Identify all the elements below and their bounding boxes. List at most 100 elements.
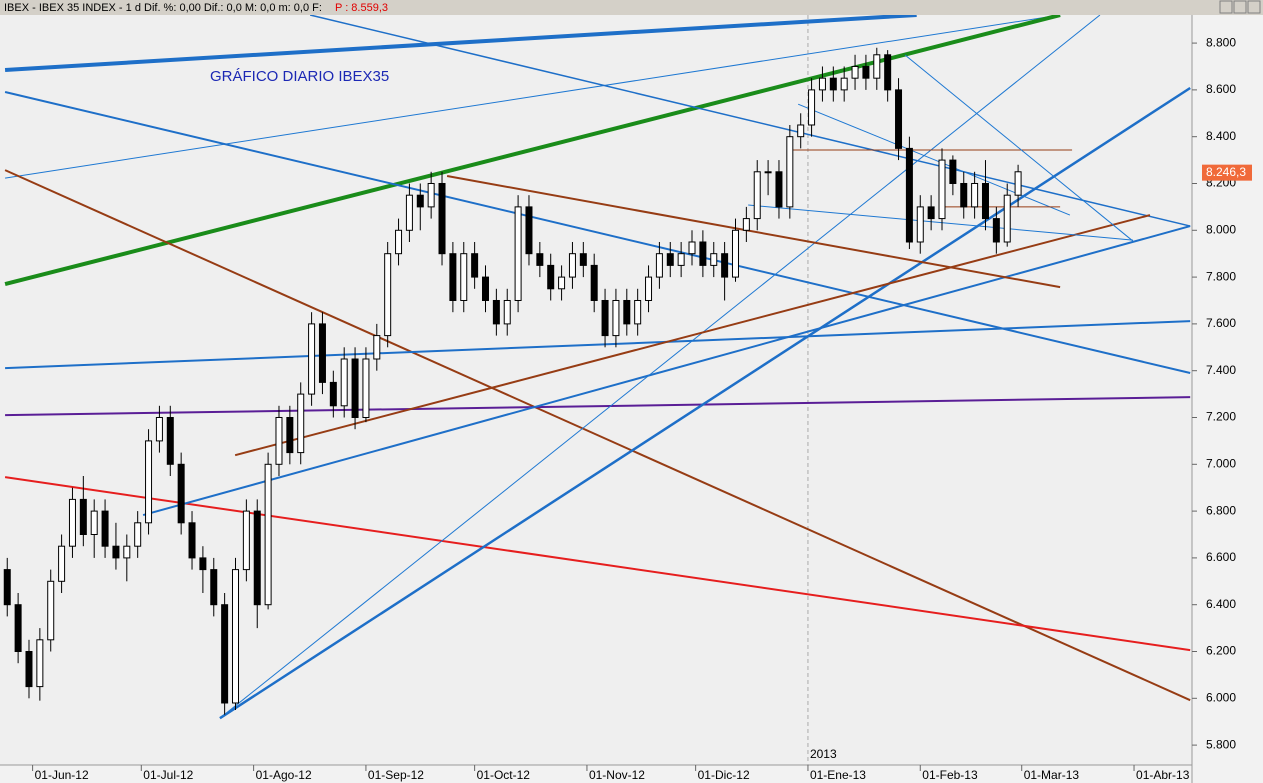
candle-body xyxy=(351,358,359,418)
candle-body xyxy=(134,522,142,547)
candle-body xyxy=(264,463,272,606)
candle-body xyxy=(416,194,424,208)
trend-line xyxy=(142,225,1191,517)
maximize-button[interactable] xyxy=(1233,0,1247,14)
candle-body xyxy=(623,299,631,325)
trend-line xyxy=(4,169,1191,702)
y-tick-label: 8.400 xyxy=(1206,129,1236,143)
candle-body xyxy=(503,299,511,325)
x-tick-label: 01-Oct-12 xyxy=(477,768,531,782)
y-tick-label: 6.400 xyxy=(1206,597,1236,611)
x-tick-label: 01-Dic-12 xyxy=(698,768,750,782)
candle-body xyxy=(797,124,805,138)
y-tick-label: 6.800 xyxy=(1206,503,1236,517)
candle-body xyxy=(340,358,348,407)
candle-body xyxy=(655,253,663,278)
window-buttons[interactable] xyxy=(1219,0,1261,14)
trend-line xyxy=(234,214,1151,457)
y-tick-label: 8.600 xyxy=(1206,82,1236,96)
candle-body xyxy=(677,253,685,266)
candle-body xyxy=(764,171,772,174)
candle-body xyxy=(242,510,250,571)
candle-body xyxy=(232,569,240,704)
candle-body xyxy=(112,545,120,559)
trend-line xyxy=(4,476,1191,652)
candle-body xyxy=(992,218,1000,243)
candle-body xyxy=(981,182,989,220)
candle-body xyxy=(405,194,413,231)
candle-body xyxy=(721,253,729,278)
header-bar xyxy=(0,0,1263,15)
close-button[interactable] xyxy=(1247,0,1261,14)
last-value-label: 8.246,3 xyxy=(1206,165,1246,179)
candle-body xyxy=(25,651,33,688)
trend-line xyxy=(5,320,1191,370)
candle-body xyxy=(318,323,326,383)
candle-body xyxy=(514,206,522,301)
candle-body xyxy=(47,580,55,641)
candle-body xyxy=(253,510,261,606)
trend-line xyxy=(797,103,1071,216)
candle-body xyxy=(101,510,109,547)
x-tick-label: 01-Feb-13 xyxy=(922,768,978,782)
candle-body xyxy=(634,299,642,325)
candle-body xyxy=(188,522,196,559)
candle-body xyxy=(645,276,653,301)
candle-body xyxy=(960,182,968,208)
minimize-button[interactable] xyxy=(1219,0,1233,14)
x-tick-label: 01-Mar-13 xyxy=(1024,768,1080,782)
candle-body xyxy=(1014,171,1022,196)
y-tick-label: 8.000 xyxy=(1206,222,1236,236)
candle-body xyxy=(166,416,174,465)
candle-body xyxy=(449,253,457,301)
trend-line xyxy=(446,175,1061,289)
candle-body xyxy=(210,569,218,606)
candle-body xyxy=(884,54,892,91)
candle-body xyxy=(949,159,957,184)
y-tick-label: 7.200 xyxy=(1206,410,1236,424)
y-tick-label: 6.000 xyxy=(1206,690,1236,704)
candle-body xyxy=(123,545,131,559)
header-text: IBEX - IBEX 35 INDEX - 1 d Dif. %: 0,00 … xyxy=(4,2,322,14)
candle-body xyxy=(688,241,696,255)
candle-body xyxy=(329,381,337,407)
candle-body xyxy=(297,393,305,454)
x-tick-label: 01-Jun-12 xyxy=(35,768,89,782)
candle-body xyxy=(808,89,816,126)
trend-line xyxy=(309,15,1191,227)
candle-body xyxy=(775,171,783,208)
header-price: P : 8.559,3 xyxy=(335,2,388,14)
trend-line xyxy=(4,91,1191,375)
candle-body xyxy=(221,604,229,704)
last-value-tag xyxy=(1202,164,1252,181)
y-tick-label: 7.800 xyxy=(1206,269,1236,283)
candle-body xyxy=(471,253,479,278)
y-tick-label: 6.600 xyxy=(1206,550,1236,564)
candle-body xyxy=(851,65,859,79)
candle-body xyxy=(938,159,946,220)
candle-body xyxy=(362,358,370,418)
candle-body xyxy=(579,253,587,266)
candle-body xyxy=(308,323,316,395)
candle-body xyxy=(558,276,566,290)
trend-line xyxy=(219,15,1101,719)
y-tick-label: 7.400 xyxy=(1206,363,1236,377)
candle-body xyxy=(547,264,555,290)
x-tick-label: 01-Nov-12 xyxy=(589,768,645,782)
candle-body xyxy=(536,253,544,266)
trend-line xyxy=(904,54,1134,242)
x-tick-label: 01-Ene-13 xyxy=(810,768,866,782)
year-label: 2013 xyxy=(810,747,837,761)
candle-body xyxy=(840,77,848,91)
candle-body xyxy=(568,253,576,278)
candle-body xyxy=(927,206,935,220)
candle-body xyxy=(275,416,283,465)
candle-body xyxy=(373,335,381,360)
candle-body xyxy=(829,77,837,91)
x-axis-area xyxy=(0,765,1192,783)
candle-body xyxy=(79,498,87,536)
y-tick-label: 8.800 xyxy=(1206,35,1236,49)
trend-line xyxy=(4,15,917,72)
candle-body xyxy=(666,253,674,266)
